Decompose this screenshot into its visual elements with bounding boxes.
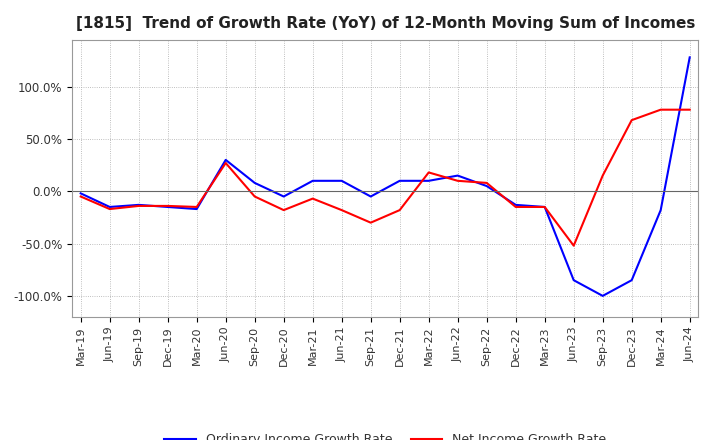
Net Income Growth Rate [279,208,288,213]
Ordinary Income Growth Rate [105,204,114,209]
Ordinary Income Growth Rate [135,202,143,208]
Net Income Growth Rate [627,117,636,123]
Ordinary Income Growth Rate [338,178,346,183]
Net Income Growth Rate [135,203,143,209]
Net Income Growth Rate [366,220,375,225]
Net Income Growth Rate [163,203,172,209]
Ordinary Income Growth Rate [221,157,230,162]
Net Income Growth Rate [424,170,433,175]
Ordinary Income Growth Rate [598,293,607,298]
Ordinary Income Growth Rate [366,194,375,199]
Net Income Growth Rate [105,206,114,212]
Net Income Growth Rate [308,196,317,201]
Ordinary Income Growth Rate [570,278,578,283]
Ordinary Income Growth Rate [279,194,288,199]
Net Income Growth Rate [657,107,665,112]
Net Income Growth Rate [192,204,201,209]
Ordinary Income Growth Rate [482,183,491,189]
Net Income Growth Rate [570,243,578,248]
Net Income Growth Rate [251,194,259,199]
Ordinary Income Growth Rate [541,204,549,209]
Net Income Growth Rate [454,178,462,183]
Legend: Ordinary Income Growth Rate, Net Income Growth Rate: Ordinary Income Growth Rate, Net Income … [159,429,611,440]
Net Income Growth Rate [511,204,520,209]
Line: Net Income Growth Rate: Net Income Growth Rate [81,110,690,246]
Net Income Growth Rate [541,204,549,209]
Ordinary Income Growth Rate [76,191,85,196]
Ordinary Income Growth Rate [454,173,462,178]
Net Income Growth Rate [221,161,230,166]
Net Income Growth Rate [482,180,491,186]
Net Income Growth Rate [598,173,607,178]
Net Income Growth Rate [76,194,85,199]
Ordinary Income Growth Rate [685,55,694,60]
Ordinary Income Growth Rate [163,204,172,209]
Ordinary Income Growth Rate [395,178,404,183]
Net Income Growth Rate [338,208,346,213]
Ordinary Income Growth Rate [657,208,665,213]
Net Income Growth Rate [685,107,694,112]
Ordinary Income Growth Rate [424,178,433,183]
Ordinary Income Growth Rate [192,206,201,212]
Net Income Growth Rate [395,208,404,213]
Ordinary Income Growth Rate [627,278,636,283]
Title: [1815]  Trend of Growth Rate (YoY) of 12-Month Moving Sum of Incomes: [1815] Trend of Growth Rate (YoY) of 12-… [76,16,695,32]
Ordinary Income Growth Rate [511,202,520,208]
Ordinary Income Growth Rate [308,178,317,183]
Ordinary Income Growth Rate [251,180,259,186]
Line: Ordinary Income Growth Rate: Ordinary Income Growth Rate [81,57,690,296]
